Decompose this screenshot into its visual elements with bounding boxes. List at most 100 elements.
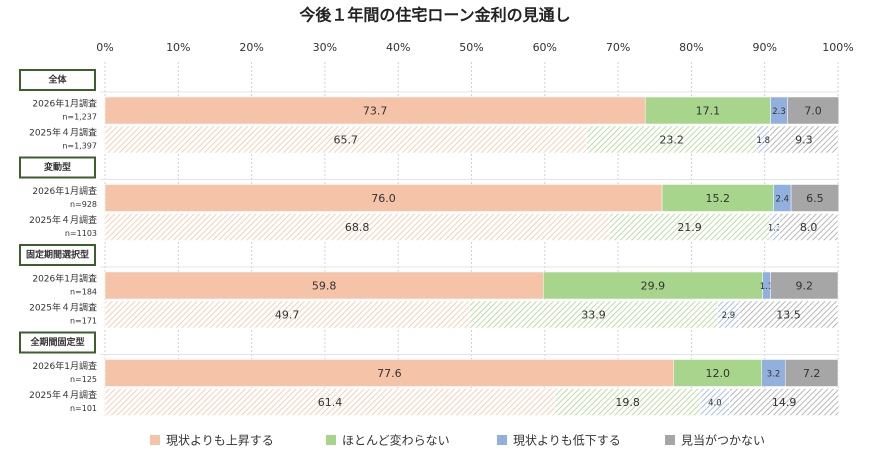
- sample-size: n=125: [70, 375, 97, 384]
- group-box: [19, 69, 96, 91]
- group-label: 固定期間選択型: [26, 249, 89, 261]
- value-label: 19.8: [615, 396, 640, 409]
- x-tick-label: 100%: [822, 41, 853, 54]
- value-label: 76.0: [371, 192, 396, 205]
- bar-segment: [699, 388, 730, 416]
- row-label: 2025年４月調査: [29, 389, 97, 401]
- value-label: 59.8: [312, 280, 337, 293]
- value-label: 2.4: [776, 195, 790, 205]
- legend-label: 現状よりも低下する: [513, 434, 621, 448]
- bar-segment: [790, 184, 839, 212]
- row-label: 2025年４月調査: [29, 127, 97, 139]
- value-label: 17.1: [696, 105, 721, 118]
- legend-label: 現状よりも上昇する: [166, 434, 274, 448]
- row-label: 2026年1月調査: [32, 185, 97, 197]
- value-label: 8.0: [800, 221, 818, 234]
- value-label: 12.0: [706, 367, 731, 380]
- legend-label: 見当がつかない: [681, 433, 765, 448]
- x-tick-label: 20%: [239, 41, 263, 54]
- bar-segment: [586, 125, 757, 154]
- value-label: 1.3: [768, 224, 782, 234]
- x-tick-label: 80%: [679, 41, 703, 54]
- x-tick-label: 90%: [752, 41, 776, 54]
- sample-size: n=184: [70, 288, 97, 297]
- bar-segment: [104, 184, 663, 212]
- legend-swatch: [497, 435, 507, 445]
- x-tick-label: 10%: [166, 41, 190, 54]
- bar-segment: [104, 213, 610, 241]
- bar-segment: [104, 388, 556, 416]
- bar-segment: [784, 359, 839, 387]
- value-label: 7.0: [804, 105, 822, 118]
- value-label: 15.2: [706, 192, 731, 205]
- bar-segment: [104, 125, 587, 154]
- value-label: 13.5: [776, 309, 801, 322]
- bar-segment: [787, 96, 839, 125]
- value-label: 61.4: [318, 396, 343, 409]
- row-label: 2026年1月調査: [32, 273, 97, 285]
- row-label: 2025年４月調査: [29, 214, 97, 226]
- x-tick-label: 30%: [313, 41, 337, 54]
- bar-segment: [661, 184, 774, 212]
- x-tick-label: 40%: [386, 41, 410, 54]
- bar-segment: [104, 271, 544, 300]
- value-label: 65.7: [334, 134, 359, 147]
- bar-segment: [673, 359, 763, 387]
- row-label: 2026年1月調査: [32, 98, 97, 110]
- chart-title: 今後１年間の住宅ローン金利の見通し: [298, 6, 570, 25]
- group-label: 全期間固定型: [29, 336, 84, 348]
- bar-segment: [554, 388, 701, 416]
- bar-segment: [104, 300, 470, 329]
- legend-label: ほとんど変わらない: [342, 433, 450, 448]
- legend-swatch: [326, 435, 336, 445]
- bar-segment: [769, 125, 839, 154]
- value-label: 33.9: [581, 309, 606, 322]
- group-label: 全体: [47, 74, 67, 86]
- sample-size: n=1103: [65, 229, 97, 238]
- value-label: 21.9: [677, 221, 702, 234]
- x-tick-label: 60%: [533, 41, 557, 54]
- value-label: 73.7: [363, 105, 388, 118]
- value-label: 2.9: [722, 311, 736, 321]
- value-label: 14.9: [772, 396, 797, 409]
- value-label: 7.2: [803, 367, 821, 380]
- group-box: [19, 244, 96, 266]
- value-label: 29.9: [641, 280, 666, 293]
- value-label: 1.1: [760, 282, 774, 292]
- bar-segment: [469, 300, 719, 329]
- bar-segment: [779, 213, 839, 241]
- value-label: 9.2: [796, 280, 814, 293]
- x-tick-label: 50%: [459, 41, 483, 54]
- sample-size: n=928: [70, 200, 97, 209]
- sample-size: n=1,397: [62, 142, 97, 151]
- bar-segment: [104, 359, 675, 387]
- group-box: [19, 331, 96, 354]
- group-box: [19, 156, 96, 179]
- value-label: 23.2: [659, 134, 684, 147]
- value-label: 68.8: [345, 221, 370, 234]
- value-label: 4.0: [708, 399, 722, 409]
- group-label: 変動型: [44, 161, 71, 173]
- row-label: 2026年1月調査: [32, 360, 97, 372]
- sample-size: n=1,237: [62, 113, 97, 122]
- value-label: 3.2: [767, 370, 781, 380]
- bar-segment: [729, 388, 839, 416]
- value-label: 1.8: [756, 136, 770, 146]
- sample-size: n=101: [70, 404, 97, 413]
- sample-size: n=171: [70, 317, 97, 326]
- legend-swatch: [150, 435, 160, 445]
- bar-segment: [543, 271, 763, 300]
- value-label: 49.7: [275, 309, 300, 322]
- x-tick-label: 0%: [96, 41, 113, 54]
- legend-swatch: [665, 435, 675, 445]
- value-label: 77.6: [377, 367, 402, 380]
- bar-segment: [609, 213, 771, 241]
- bar-segment: [738, 300, 839, 329]
- x-tick-label: 70%: [606, 41, 630, 54]
- row-label: 2025年４月調査: [29, 302, 97, 314]
- value-label: 2.3: [772, 107, 786, 117]
- bar-segment: [104, 96, 646, 125]
- bar-segment: [770, 271, 839, 300]
- bar-segment: [644, 96, 771, 125]
